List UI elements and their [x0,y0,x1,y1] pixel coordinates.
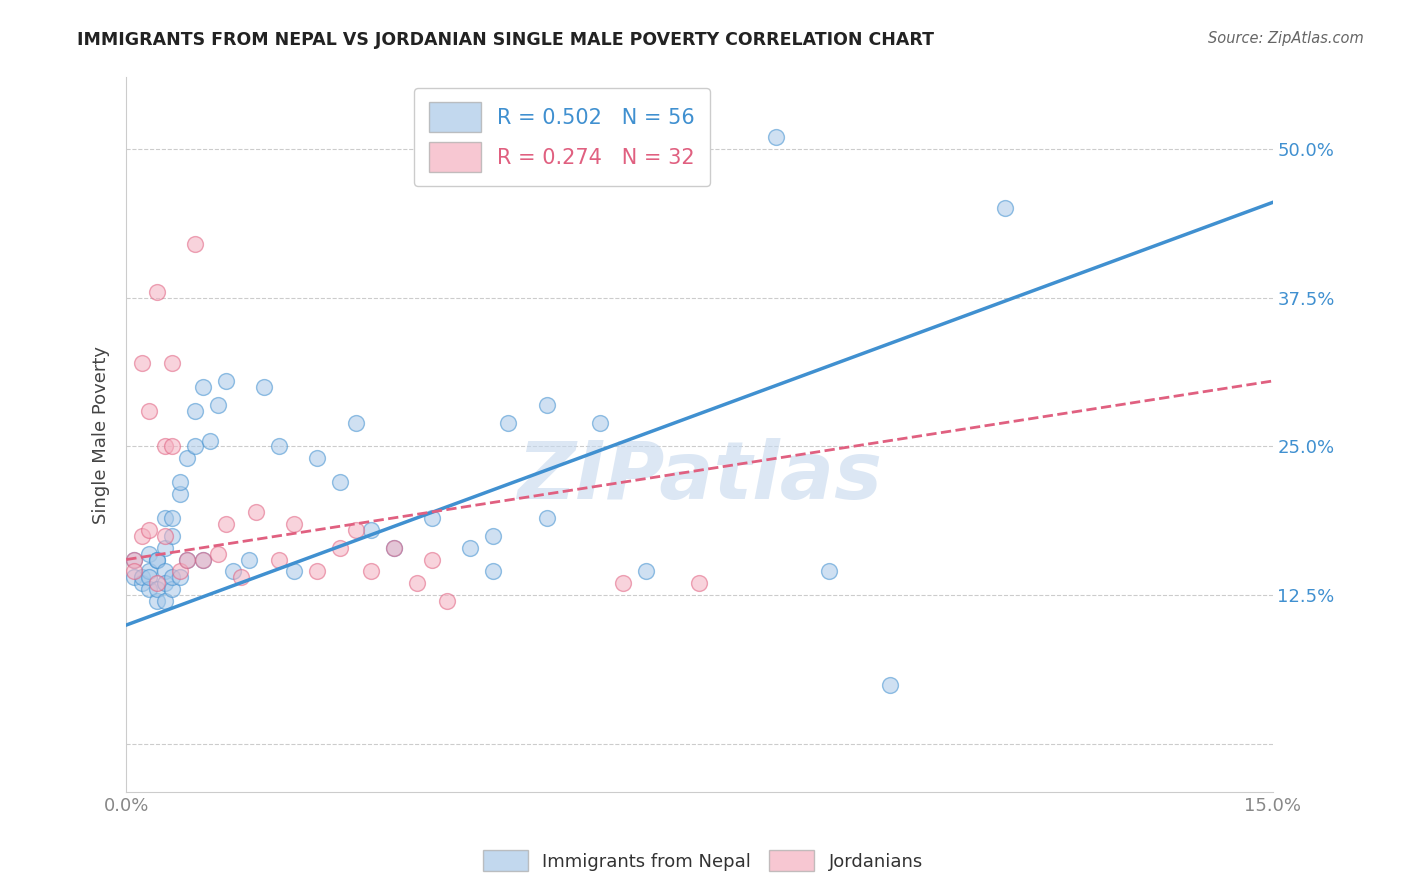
Point [160,440,183,454]
Point [153,594,176,608]
Point [146,582,169,597]
Point [146,552,169,566]
Point [536,398,558,412]
Text: ZIPatlas: ZIPatlas [517,439,882,516]
Point [207,398,229,412]
Point [536,511,558,525]
Point [146,576,169,591]
Point [191,552,214,566]
Point [405,576,427,591]
Point [138,547,160,561]
Point [200,434,222,448]
Point [160,356,183,370]
Point [184,403,207,417]
Point [191,552,214,566]
Point [307,565,329,579]
Point [269,440,291,454]
Point [207,547,229,561]
Point [153,529,176,543]
Point [420,552,443,566]
Point [169,565,191,579]
Point [360,565,382,579]
Point [283,516,305,531]
Point [153,576,176,591]
Point [253,380,276,394]
Point [146,285,169,299]
Point [214,374,236,388]
Legend: R = 0.502   N = 56, R = 0.274   N = 32: R = 0.502 N = 56, R = 0.274 N = 32 [413,87,710,186]
Point [160,570,183,584]
Point [245,505,267,519]
Point [329,541,352,555]
Point [138,570,160,584]
Point [344,523,367,537]
Point [191,380,214,394]
Point [382,541,405,555]
Point [214,516,236,531]
Point [818,565,841,579]
Point [994,202,1017,216]
Point [138,403,160,417]
Y-axis label: Single Male Poverty: Single Male Poverty [93,345,110,524]
Point [122,565,145,579]
Point [146,594,169,608]
Point [222,565,245,579]
Point [122,570,145,584]
Point [688,576,710,591]
Point [612,576,634,591]
Point [153,541,176,555]
Point [634,565,657,579]
Point [131,570,153,584]
Text: IMMIGRANTS FROM NEPAL VS JORDANIAN SINGLE MALE POVERTY CORRELATION CHART: IMMIGRANTS FROM NEPAL VS JORDANIAN SINGL… [77,31,935,49]
Point [153,440,176,454]
Point [765,130,787,145]
Point [153,511,176,525]
Legend: Immigrants from Nepal, Jordanians: Immigrants from Nepal, Jordanians [475,843,931,879]
Point [482,529,505,543]
Point [360,523,382,537]
Point [131,576,153,591]
Point [153,565,176,579]
Point [329,475,352,490]
Point [307,451,329,466]
Point [238,552,260,566]
Point [482,565,505,579]
Point [589,416,612,430]
Point [184,440,207,454]
Point [160,582,183,597]
Point [169,475,191,490]
Point [436,594,458,608]
Point [131,529,153,543]
Point [138,582,160,597]
Point [269,552,291,566]
Point [176,552,198,566]
Point [229,570,252,584]
Text: Source: ZipAtlas.com: Source: ZipAtlas.com [1208,31,1364,46]
Point [138,523,160,537]
Point [283,565,305,579]
Point [122,552,145,566]
Point [498,416,520,430]
Point [176,451,198,466]
Point [122,552,145,566]
Point [169,487,191,501]
Point [131,356,153,370]
Point [879,677,901,691]
Point [160,511,183,525]
Point [160,529,183,543]
Point [146,552,169,566]
Point [176,552,198,566]
Point [138,565,160,579]
Point [420,511,443,525]
Point [344,416,367,430]
Point [458,541,481,555]
Point [382,541,405,555]
Point [184,237,207,252]
Point [169,570,191,584]
